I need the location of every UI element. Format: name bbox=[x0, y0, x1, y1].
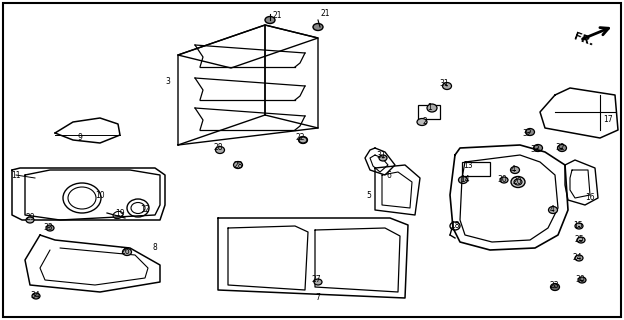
Ellipse shape bbox=[525, 129, 535, 135]
Text: FR.: FR. bbox=[572, 32, 595, 48]
Text: 10: 10 bbox=[95, 190, 105, 199]
Text: 1: 1 bbox=[427, 103, 432, 113]
Text: 26: 26 bbox=[120, 247, 130, 257]
Ellipse shape bbox=[575, 223, 583, 229]
Text: 5: 5 bbox=[366, 191, 371, 201]
Text: 11: 11 bbox=[11, 171, 21, 180]
Bar bbox=[418, 105, 440, 119]
Text: 32: 32 bbox=[555, 143, 565, 153]
Ellipse shape bbox=[575, 255, 583, 261]
Text: 30: 30 bbox=[575, 276, 585, 284]
Text: 21: 21 bbox=[272, 11, 282, 20]
Ellipse shape bbox=[233, 162, 243, 169]
Ellipse shape bbox=[548, 206, 557, 213]
Ellipse shape bbox=[557, 145, 567, 151]
Text: 34: 34 bbox=[30, 291, 40, 300]
Text: 28: 28 bbox=[213, 143, 223, 153]
Text: 12: 12 bbox=[140, 205, 150, 214]
Text: 27: 27 bbox=[311, 276, 321, 284]
Ellipse shape bbox=[442, 83, 452, 90]
Text: 21: 21 bbox=[320, 9, 329, 18]
Text: 4: 4 bbox=[550, 205, 555, 214]
Text: 31: 31 bbox=[439, 78, 449, 87]
Text: 4: 4 bbox=[510, 165, 515, 174]
Ellipse shape bbox=[427, 104, 437, 112]
Ellipse shape bbox=[299, 137, 307, 143]
Ellipse shape bbox=[417, 118, 427, 125]
Text: 17: 17 bbox=[603, 116, 613, 124]
Text: 3: 3 bbox=[165, 77, 170, 86]
Ellipse shape bbox=[514, 179, 522, 185]
Text: 33: 33 bbox=[43, 222, 53, 231]
Text: 2: 2 bbox=[422, 117, 427, 126]
Ellipse shape bbox=[459, 177, 467, 183]
Text: 15: 15 bbox=[573, 221, 583, 230]
Text: 30: 30 bbox=[497, 175, 507, 185]
Ellipse shape bbox=[26, 217, 34, 223]
Text: 14: 14 bbox=[460, 175, 470, 185]
Text: 7: 7 bbox=[316, 293, 321, 302]
Text: 19: 19 bbox=[115, 209, 125, 218]
Text: 13: 13 bbox=[463, 162, 473, 171]
Ellipse shape bbox=[215, 147, 225, 154]
Text: 9: 9 bbox=[77, 132, 82, 141]
Text: 20: 20 bbox=[512, 178, 522, 187]
Text: 8: 8 bbox=[153, 244, 157, 252]
Text: 32: 32 bbox=[522, 129, 532, 138]
Text: 24: 24 bbox=[572, 253, 582, 262]
Ellipse shape bbox=[265, 17, 275, 23]
Ellipse shape bbox=[510, 166, 520, 173]
Ellipse shape bbox=[578, 277, 586, 283]
Text: 16: 16 bbox=[585, 194, 595, 203]
Ellipse shape bbox=[298, 137, 308, 143]
Text: 18: 18 bbox=[451, 220, 460, 229]
Text: 32: 32 bbox=[530, 146, 540, 155]
Ellipse shape bbox=[550, 284, 560, 291]
Ellipse shape bbox=[32, 293, 40, 299]
Ellipse shape bbox=[122, 249, 132, 255]
Text: 31: 31 bbox=[376, 150, 386, 159]
Text: 6: 6 bbox=[386, 171, 391, 180]
Ellipse shape bbox=[379, 155, 387, 161]
Ellipse shape bbox=[314, 279, 322, 285]
Text: 25: 25 bbox=[574, 236, 584, 244]
Text: 22: 22 bbox=[295, 132, 305, 141]
Bar bbox=[462, 162, 490, 176]
Ellipse shape bbox=[511, 177, 525, 188]
Ellipse shape bbox=[534, 145, 542, 151]
Text: 23: 23 bbox=[549, 281, 559, 290]
Ellipse shape bbox=[577, 237, 585, 243]
Text: 28: 28 bbox=[233, 161, 243, 170]
Ellipse shape bbox=[500, 177, 508, 183]
Text: 29: 29 bbox=[25, 213, 35, 222]
Ellipse shape bbox=[313, 23, 323, 30]
Ellipse shape bbox=[46, 225, 54, 231]
